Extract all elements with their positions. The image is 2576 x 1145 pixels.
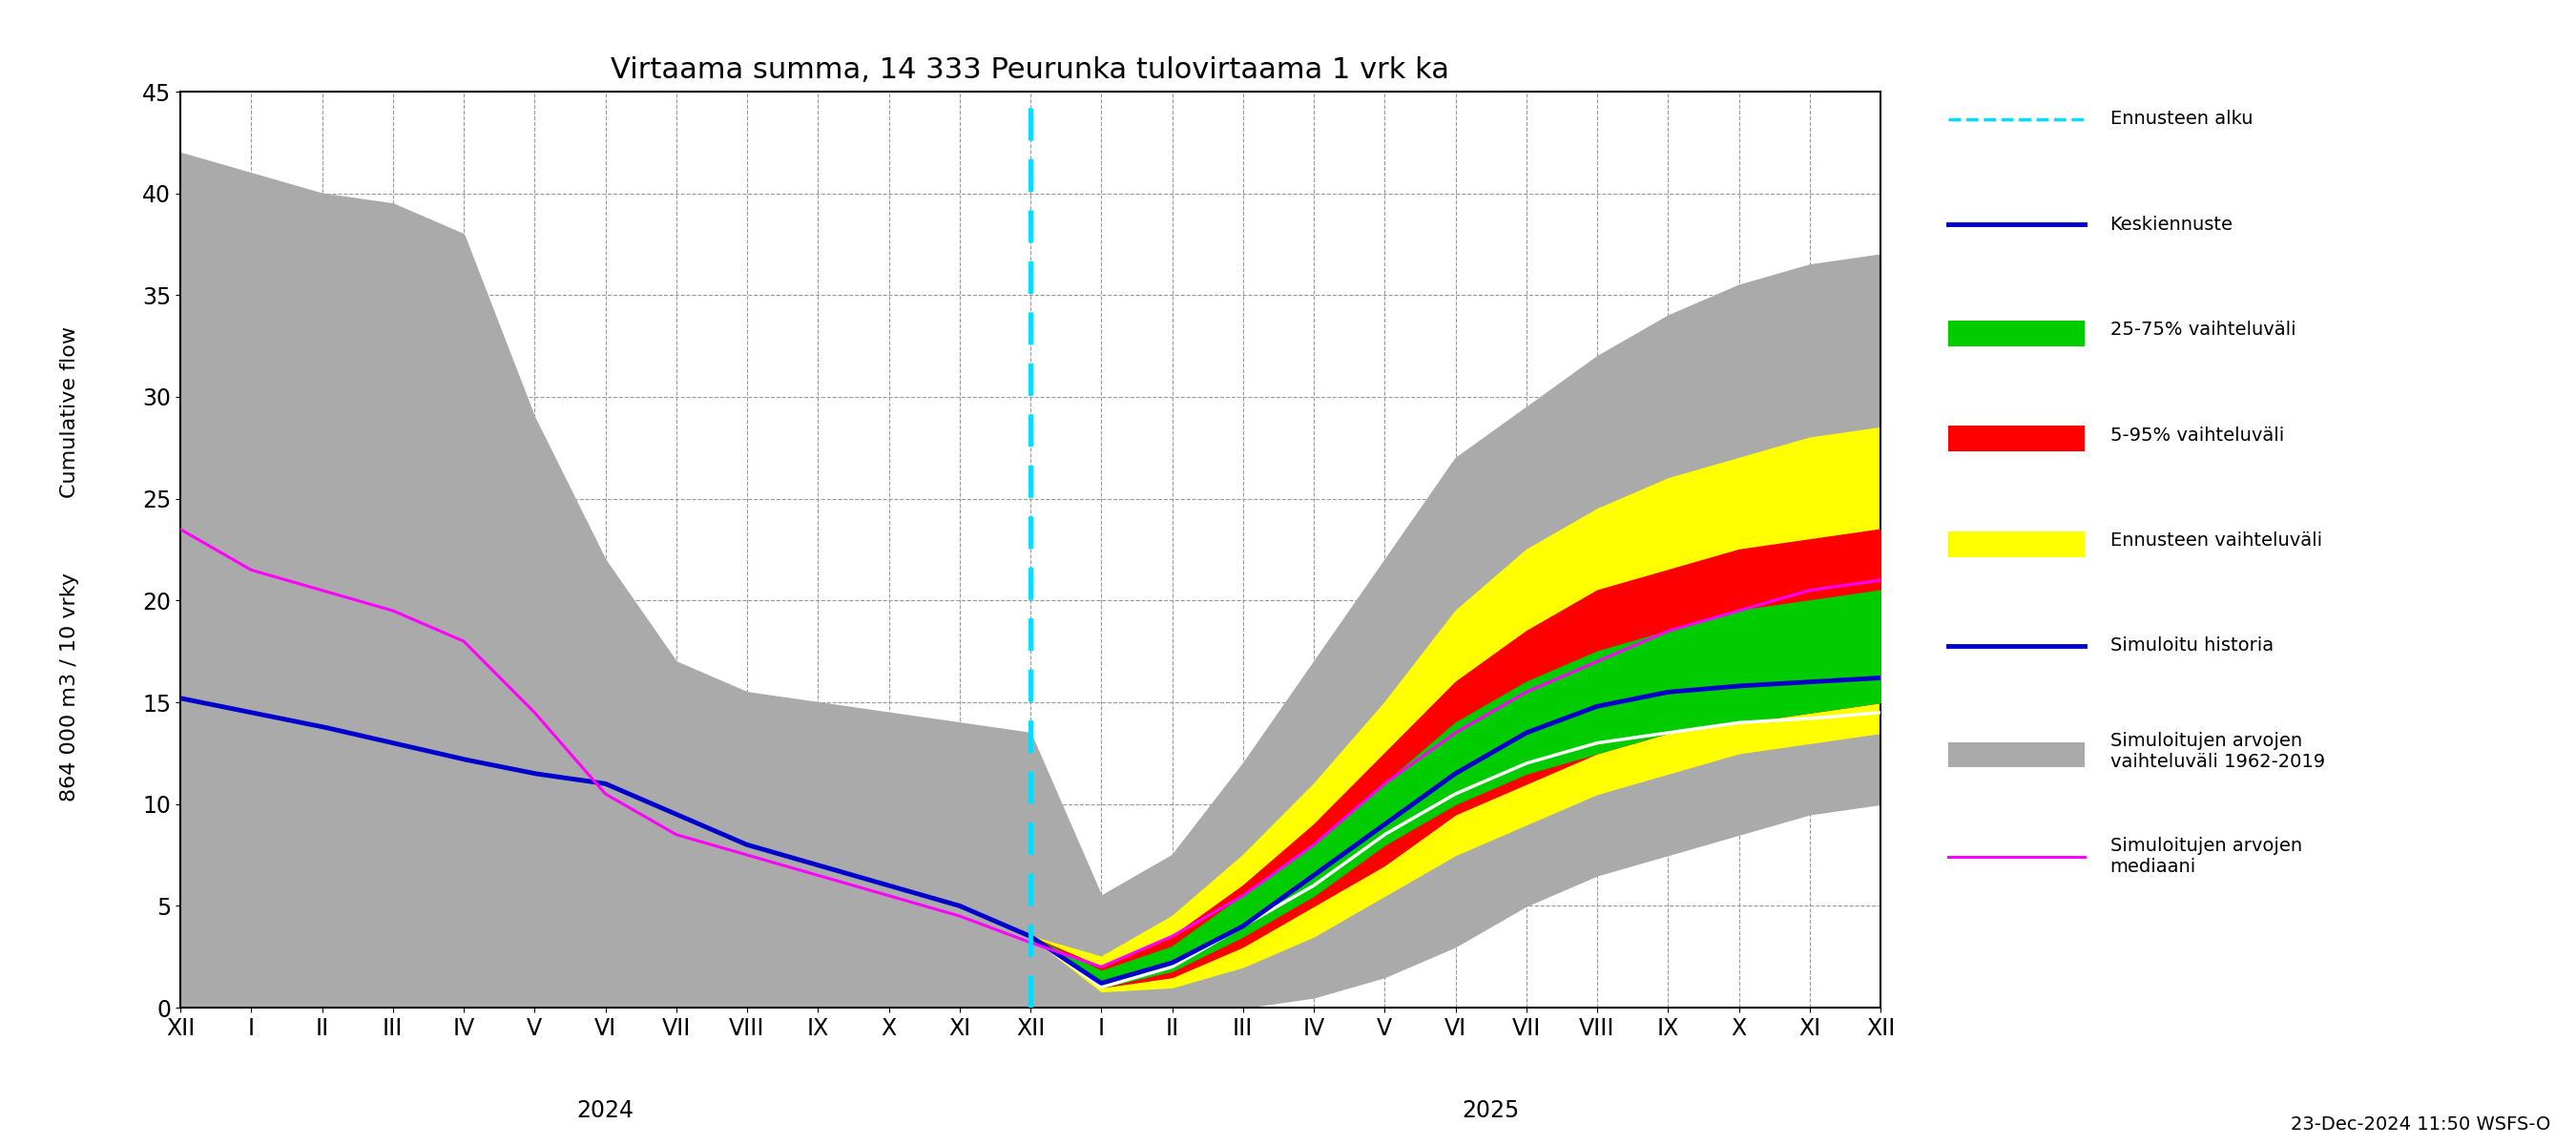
Text: Simuloitu historia: Simuloitu historia: [2110, 637, 2272, 655]
Text: 2025: 2025: [1463, 1099, 1520, 1122]
Text: 5-95% vaihteluväli: 5-95% vaihteluväli: [2110, 426, 2285, 444]
Text: Simuloitujen arvojen
mediaani: Simuloitujen arvojen mediaani: [2110, 837, 2303, 876]
Text: Simuloitujen arvojen
vaihteluväli 1962-2019: Simuloitujen arvojen vaihteluväli 1962-2…: [2110, 732, 2324, 771]
Bar: [1947, 321, 2084, 346]
Bar: [1947, 742, 2084, 767]
Bar: [1947, 531, 2084, 556]
Text: Keskiennuste: Keskiennuste: [2110, 215, 2233, 234]
Text: 2024: 2024: [577, 1099, 634, 1122]
Text: 23-Dec-2024 11:50 WSFS-O: 23-Dec-2024 11:50 WSFS-O: [2290, 1115, 2550, 1134]
Text: Cumulative flow: Cumulative flow: [59, 326, 80, 498]
Bar: [1947, 426, 2084, 451]
Text: 864 000 m3 / 10 vrky: 864 000 m3 / 10 vrky: [59, 572, 80, 802]
Title: Virtaama summa, 14 333 Peurunka tulovirtaama 1 vrk ka: Virtaama summa, 14 333 Peurunka tulovirt…: [611, 56, 1450, 84]
Text: 25-75% vaihteluväli: 25-75% vaihteluväli: [2110, 321, 2295, 339]
Text: Ennusteen alku: Ennusteen alku: [2110, 110, 2251, 128]
Text: Ennusteen vaihteluväli: Ennusteen vaihteluväli: [2110, 531, 2321, 550]
